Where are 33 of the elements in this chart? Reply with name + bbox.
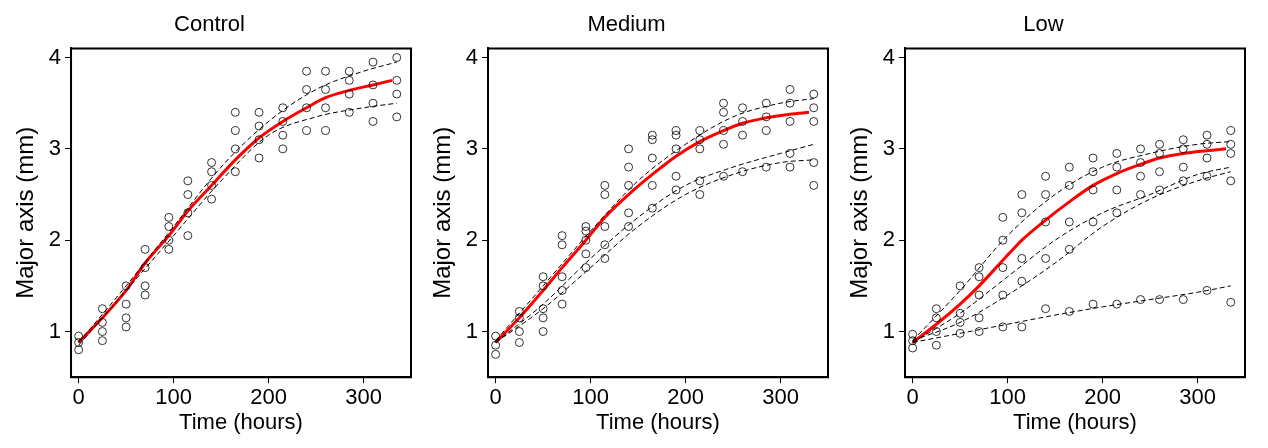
y-tick-label: 1 [48,317,62,343]
x-tick-label: 200 [1084,384,1121,410]
y-axis-title: Major axis (mm) [11,126,39,299]
y-axis-title: Major axis (mm) [845,126,873,299]
y-tick-label: 3 [882,134,896,160]
y-tick-label: 4 [882,43,896,69]
y-tick-label: 1 [882,317,896,343]
x-tick-label: 0 [906,384,919,410]
y-tick-label: 4 [48,43,62,69]
x-axis-title: Time (hours) [596,408,720,434]
x-axis-title: Time (hours) [1013,408,1137,434]
chart-title: Control [174,11,245,37]
x-tick-label: 100 [155,384,192,410]
x-tick-label: 100 [989,384,1026,410]
y-tick-label: 2 [48,226,62,252]
y-tick-label: 3 [48,134,62,160]
y-tick-label: 3 [465,134,479,160]
y-tick-label: 2 [465,226,479,252]
x-tick-label: 300 [345,384,382,410]
x-tick-label: 100 [572,384,609,410]
y-tick-label: 1 [465,317,479,343]
y-tick-label: 2 [882,226,896,252]
x-axis-title: Time (hours) [179,408,303,434]
x-tick-label: 200 [667,384,704,410]
y-tick-label: 4 [465,43,479,69]
x-tick-label: 300 [1179,384,1216,410]
y-axis-title: Major axis (mm) [428,126,456,299]
x-tick-label: 0 [489,384,502,410]
x-tick-label: 300 [762,384,799,410]
chart-title: Medium [587,11,666,37]
chart-title: Low [1023,11,1064,37]
x-tick-label: 0 [72,384,85,410]
x-tick-label: 200 [250,384,287,410]
